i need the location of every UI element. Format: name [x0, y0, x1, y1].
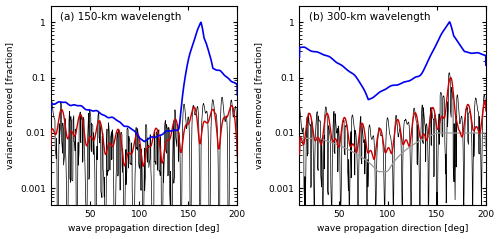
Y-axis label: variance removed [fraction]: variance removed [fraction] — [254, 42, 263, 169]
X-axis label: wave propagation direction [deg]: wave propagation direction [deg] — [317, 224, 468, 234]
X-axis label: wave propagation direction [deg]: wave propagation direction [deg] — [68, 224, 220, 234]
Y-axis label: variance removed [fraction]: variance removed [fraction] — [6, 42, 15, 169]
Text: (b) 300-km wavelength: (b) 300-km wavelength — [309, 11, 430, 22]
Text: (a) 150-km wavelength: (a) 150-km wavelength — [60, 11, 182, 22]
